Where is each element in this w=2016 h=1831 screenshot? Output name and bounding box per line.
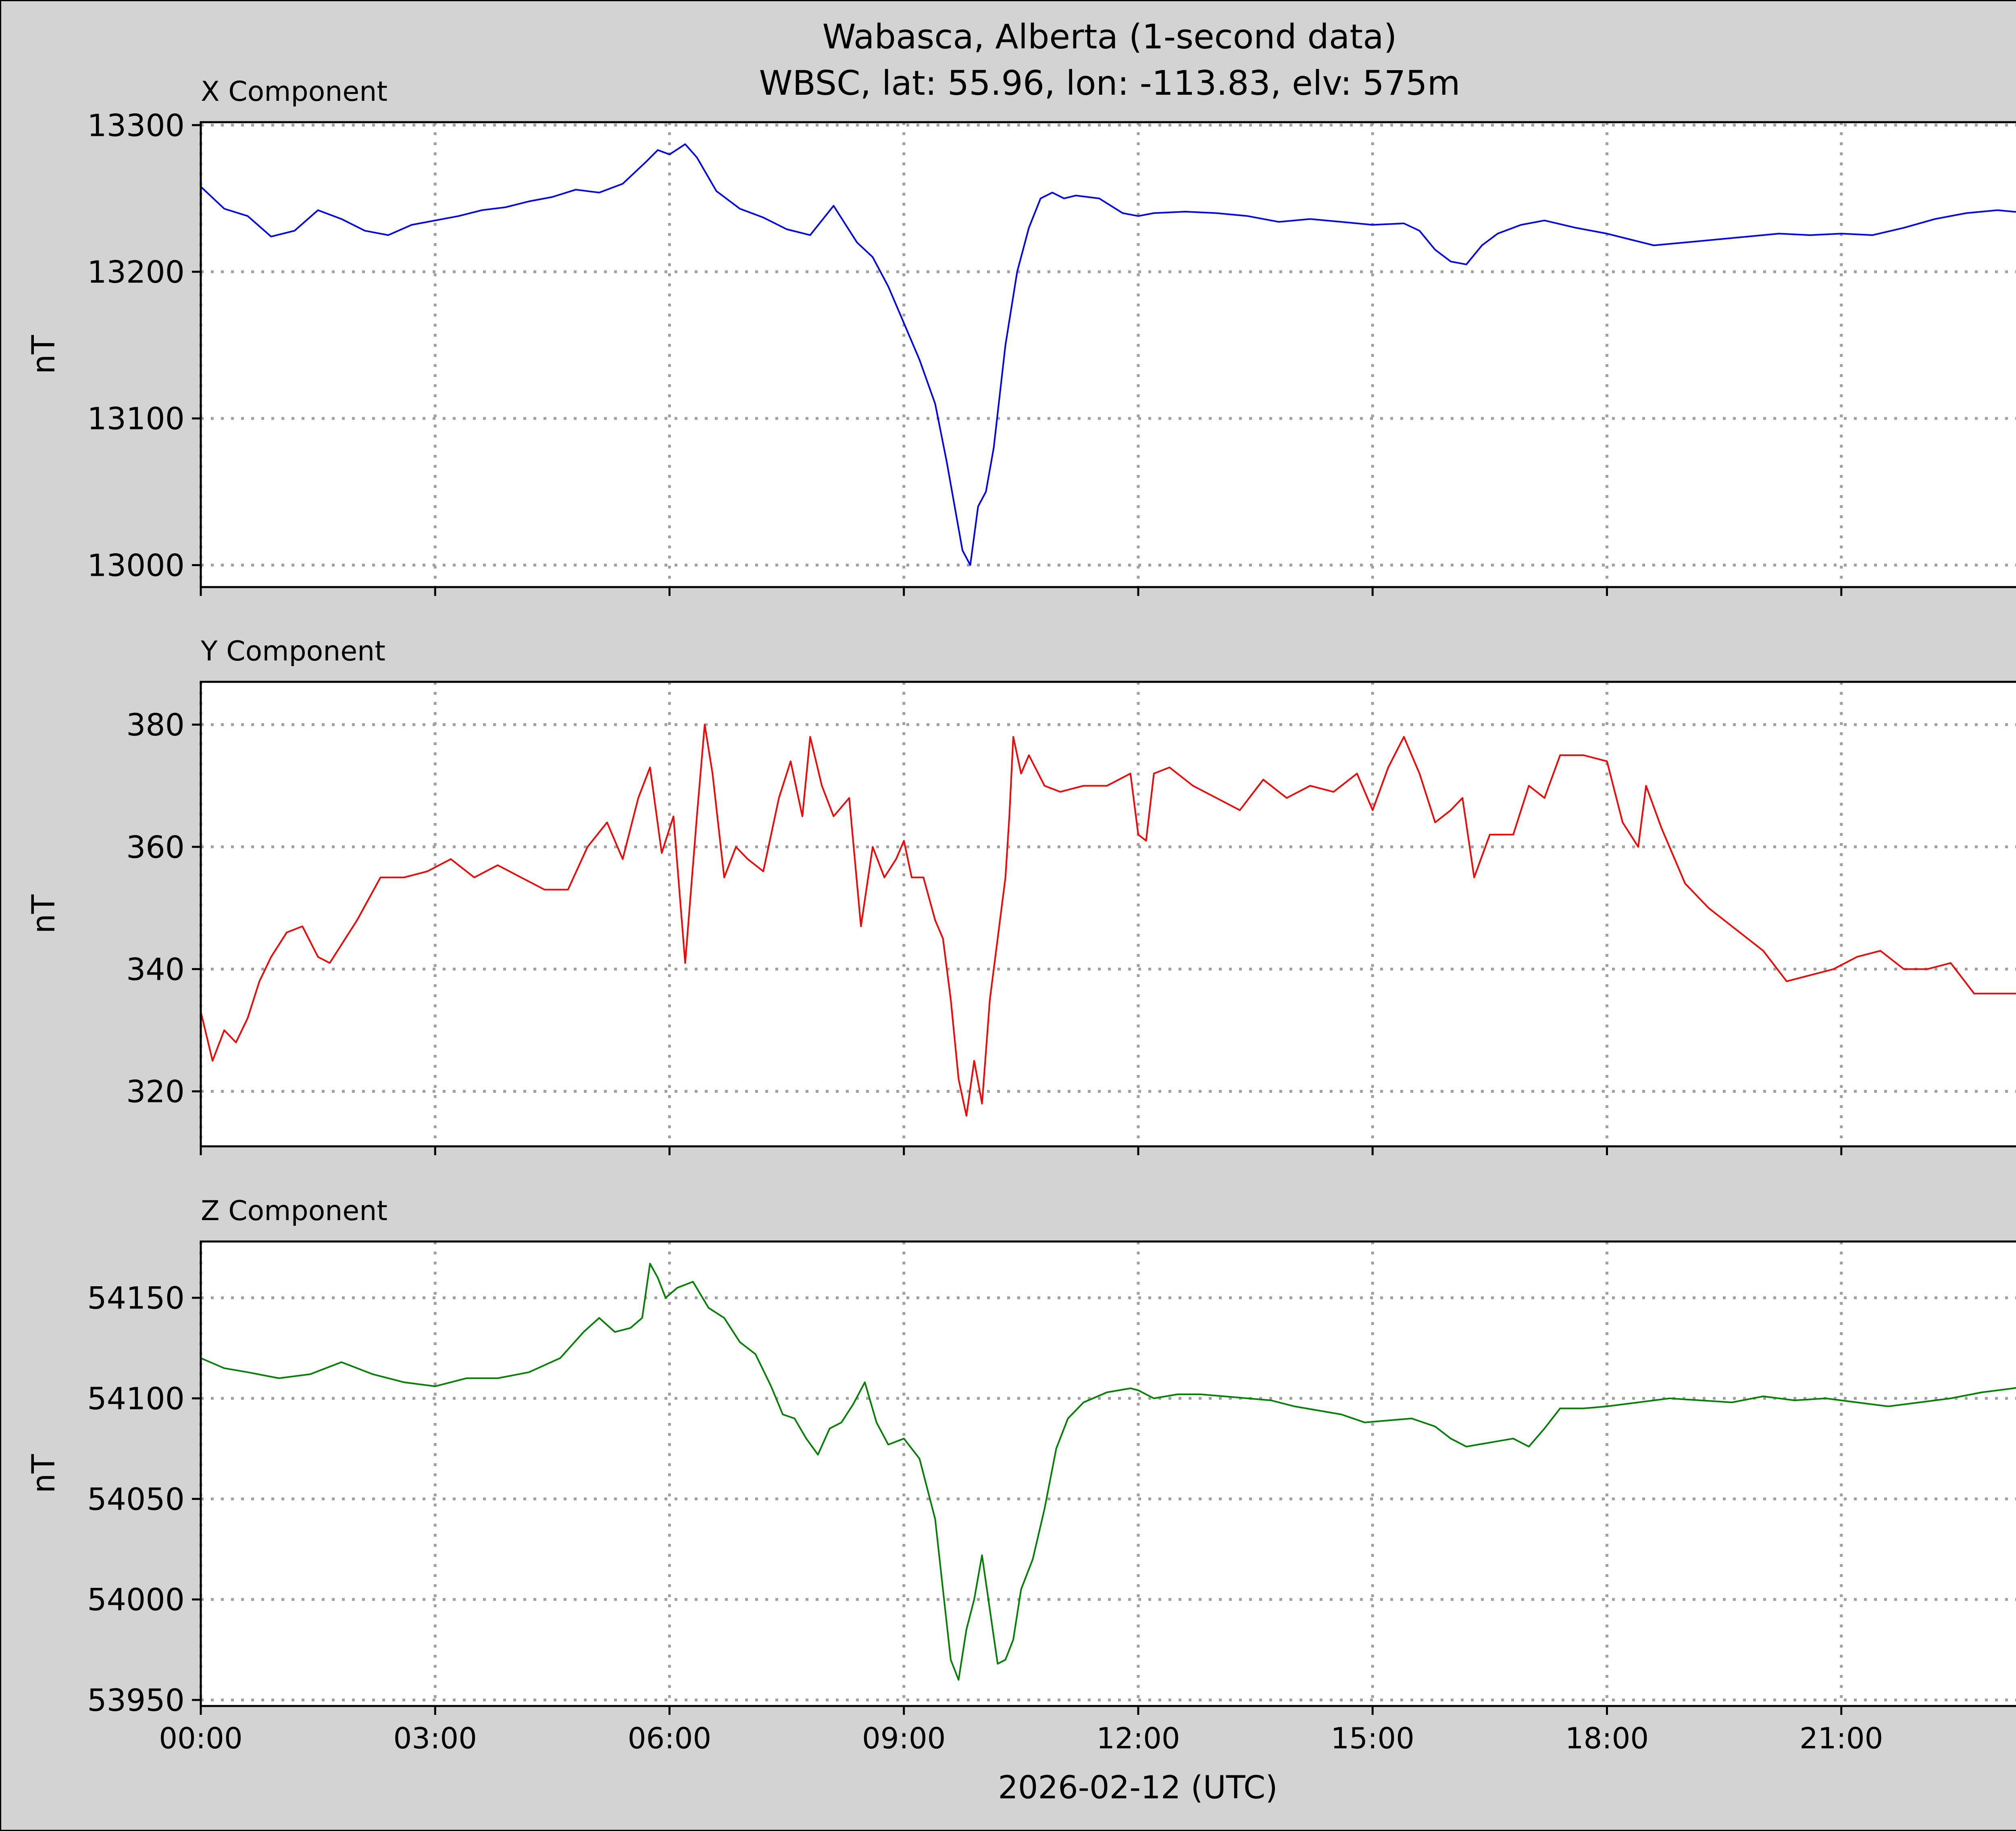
figure-subtitle-line2: WBSC, lat: 55.96, lon: -113.83, elv: 575…: [759, 63, 1460, 103]
panel-1: 13000 13100 13200 13300 X Component nT: [26, 76, 2016, 596]
x-tick-label: 03:00: [394, 1721, 477, 1755]
y-tick-label: 54150: [87, 1280, 185, 1316]
panel-3: 53950 54000 54050 54100 54150 00:00 03:00 06:00…: [26, 1195, 2016, 1755]
x-tick-label: 06:00: [628, 1721, 712, 1755]
panel-title: X Component: [201, 76, 387, 108]
y-tick-label: 53950: [87, 1682, 185, 1718]
y-axis-label: nT: [26, 894, 62, 933]
y-axis-label: nT: [26, 335, 62, 374]
y-tick-label: 360: [126, 829, 185, 865]
y-tick-label: 380: [126, 707, 185, 743]
plot-area: [201, 122, 2016, 587]
y-tick-label: 320: [126, 1074, 185, 1110]
x-tick-label: 09:00: [862, 1721, 946, 1755]
panel-title: Y Component: [200, 635, 385, 667]
panel-title: Z Component: [201, 1195, 387, 1227]
y-axis-label: nT: [26, 1454, 62, 1493]
y-tick-label: 340: [126, 951, 185, 987]
series-line: [200, 143, 2016, 566]
x-tick-label: 12:00: [1096, 1721, 1180, 1755]
y-tick-label: 54050: [87, 1481, 185, 1517]
panel-2: 320 340 360 380 Y Component nT: [26, 635, 2016, 1155]
figure-title-line1: Wabasca, Alberta (1-second data): [822, 17, 1397, 56]
plot-area: [201, 682, 2016, 1146]
y-tick-label: 54000: [87, 1582, 185, 1618]
series-line: [200, 1262, 2016, 1681]
y-tick-label: 13300: [87, 107, 185, 143]
x-tick-label: 21:00: [1799, 1721, 1883, 1755]
y-tick-label: 13100: [87, 401, 185, 437]
x-tick-label: 00:00: [159, 1721, 243, 1755]
x-axis-label: 2026-02-12 (UTC): [998, 1770, 1278, 1806]
y-tick-label: 54100: [87, 1381, 185, 1416]
x-tick-label: 18:00: [1565, 1721, 1649, 1755]
series-line: [200, 724, 2016, 1117]
x-tick-label: 15:00: [1331, 1721, 1415, 1755]
y-tick-label: 13000: [87, 547, 185, 583]
y-tick-label: 13200: [87, 254, 185, 290]
plot-area: [201, 1241, 2016, 1706]
